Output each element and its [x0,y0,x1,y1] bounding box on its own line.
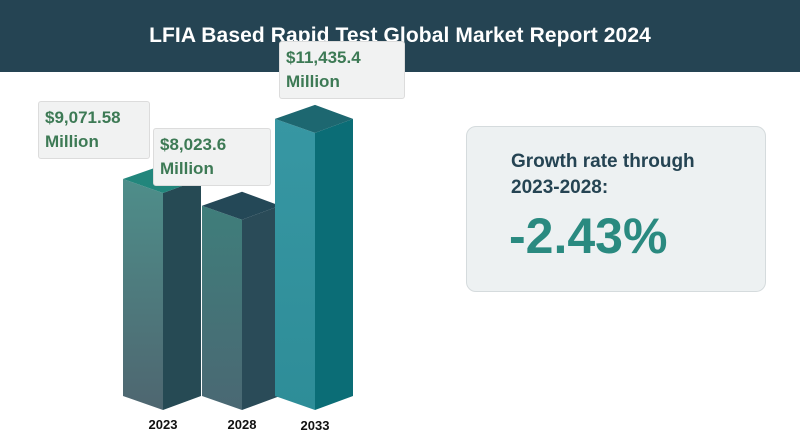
growth-rate-value: -2.43% [509,208,668,264]
bar-top-face [275,104,353,133]
bar-2033 [275,104,353,410]
year-label-2033: 2033 [300,418,330,433]
bar-front-face [275,118,315,410]
value-label-2033: $11,435.4 Million [279,40,405,99]
bar-side-face [242,205,280,410]
bar-2023 [123,165,201,410]
year-label-2028: 2028 [227,417,257,432]
year-label-2023: 2023 [148,417,178,432]
value-label-2023: $9,071.58 Million [38,101,150,160]
growth-rate-label-line1: Growth rate through [511,151,695,172]
bar-side-face [163,179,201,410]
bar-front-face [202,205,242,410]
bar-2028 [202,191,280,410]
value-label-2028: $8,023.6 Million [153,127,271,186]
bar-top-face [202,191,280,220]
growth-rate-label-line2: 2023-2028: [511,177,609,198]
growth-rate-card: Growth rate through 2023-2028: -2.43% [466,126,766,292]
bar-front-face [123,179,163,410]
growth-rate-label: Growth rate through 2023-2028: [511,149,751,201]
bar-side-face [315,118,353,410]
page-title: LFIA Based Rapid Test Global Market Repo… [149,24,651,47]
